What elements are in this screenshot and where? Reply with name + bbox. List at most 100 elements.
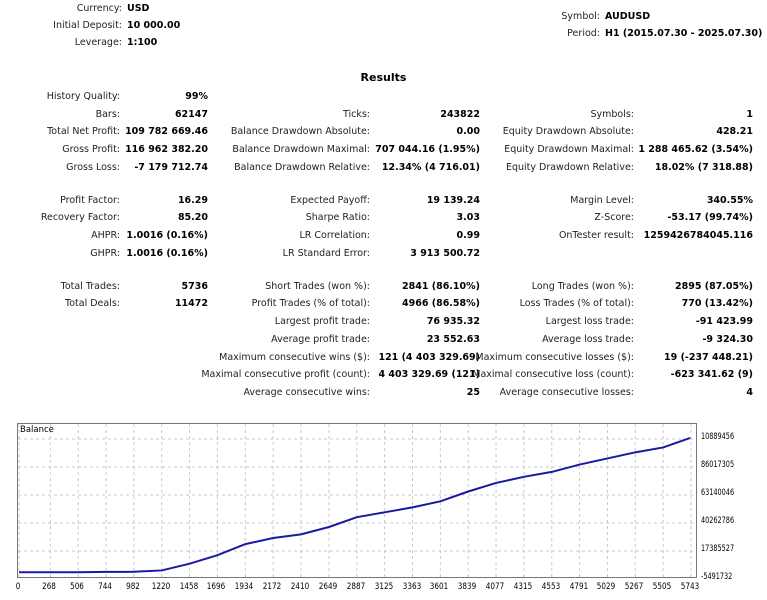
x-tick-label: 1220 (151, 582, 170, 592)
stat-value: 11472 (174, 298, 208, 309)
y-tick-label: 10889456 (701, 432, 735, 442)
stat-label: GHPR: (90, 248, 120, 259)
stat-label: Maximal consecutive profit (count): (201, 369, 370, 380)
x-tick-label: 4315 (513, 582, 533, 592)
header-label: Initial Deposit: (53, 20, 122, 31)
stat-value: -53.17 (99.74%) (667, 212, 753, 223)
stat-value: 340.55% (706, 195, 753, 206)
stat-value: 4 (746, 387, 753, 398)
stat-value: 23 552.63 (426, 334, 480, 345)
stat-value: 85.20 (177, 212, 208, 223)
stat-label: LR Standard Error: (282, 248, 370, 259)
stat-value: 0.99 (456, 230, 480, 241)
balance-line (19, 436, 691, 574)
header-label: Currency: (76, 3, 122, 14)
stat-label: Recovery Factor: (40, 212, 120, 223)
stat-value: 2895 (87.05%) (675, 281, 753, 292)
stat-label: Largest profit trade: (274, 316, 370, 327)
x-tick-label: 2172 (262, 582, 282, 592)
stat-value: -91 423.99 (695, 316, 753, 327)
stat-label: Loss Trades (% of total): (519, 298, 634, 309)
stat-value: 121 (4 403 329.69) (378, 352, 480, 363)
x-tick-label: 0 (15, 582, 21, 592)
stat-label: Profit Factor: (60, 195, 120, 206)
stat-label: Bars: (95, 109, 120, 120)
stat-label: Balance Drawdown Relative: (234, 162, 370, 173)
stat-label: Average consecutive wins: (243, 387, 370, 398)
x-tick-label: 5029 (597, 582, 616, 592)
stat-value: 5736 (181, 281, 208, 292)
stat-label: Maximum consecutive wins ($): (219, 352, 370, 363)
stat-label: LR Correlation: (299, 230, 371, 241)
stat-label: AHPR: (91, 230, 120, 241)
stat-value: 1.0016 (0.16%) (126, 230, 208, 241)
stat-value: 1.0016 (0.16%) (126, 248, 208, 259)
stat-label: Long Trades (won %): (531, 281, 634, 292)
stat-value: 99% (185, 91, 208, 102)
stat-value: 1 288 465.62 (3.54%) (638, 144, 753, 155)
x-tick-label: 268 (42, 582, 57, 592)
x-tick-label: 4791 (569, 582, 588, 592)
x-tick-label: 4553 (541, 582, 560, 592)
stat-label: Profit Trades (% of total): (251, 298, 370, 309)
header-value: USD (127, 3, 150, 14)
results-title: Results (360, 71, 407, 84)
stat-label: Sharpe Ratio: (305, 212, 370, 223)
stat-label: Expected Payoff: (290, 195, 370, 206)
balance-chart: Balance (17, 423, 697, 578)
y-tick-label: 40262786 (701, 516, 735, 526)
stat-label: Gross Profit: (62, 144, 120, 155)
stat-value: 1 (746, 109, 753, 120)
y-tick-label: 63140046 (701, 488, 735, 498)
x-tick-label: 506 (70, 582, 85, 592)
x-tick-label: 1458 (179, 582, 198, 592)
stat-value: 16.29 (177, 195, 208, 206)
stat-label: Short Trades (won %): (265, 281, 370, 292)
stat-value: 770 (13.42%) (681, 298, 753, 309)
y-tick-label: 86017305 (701, 460, 735, 470)
x-tick-label: 5505 (652, 582, 672, 592)
header-label: Symbol: (561, 11, 600, 22)
stat-label: Balance Drawdown Maximal: (232, 144, 370, 155)
x-tick-label: 3839 (458, 582, 477, 592)
stat-label: Equity Drawdown Maximal: (504, 144, 634, 155)
stat-value: -7 179 712.74 (134, 162, 208, 173)
stat-value: 25 (466, 387, 480, 398)
stat-label: Equity Drawdown Relative: (505, 162, 634, 173)
stat-label: Total Net Profit: (47, 126, 120, 137)
x-tick-label: 1934 (235, 582, 254, 592)
stat-label: Symbols: (590, 109, 634, 120)
stat-label: OnTester result: (558, 230, 634, 241)
stat-value: 109 782 669.46 (125, 126, 208, 137)
header-value: AUDUSD (605, 11, 651, 22)
header-label: Period: (567, 28, 600, 39)
stat-label: Gross Loss: (66, 162, 120, 173)
chart-plot (18, 424, 696, 577)
stat-value: 3.03 (456, 212, 480, 223)
stat-label: Equity Drawdown Absolute: (502, 126, 634, 137)
stat-value: 3 913 500.72 (410, 248, 480, 259)
stat-value: 4 403 329.69 (121) (378, 369, 480, 380)
x-tick-label: 2649 (318, 582, 338, 592)
x-tick-label: 982 (125, 582, 140, 592)
stat-label: Average profit trade: (271, 334, 370, 345)
stat-value: -9 324.30 (702, 334, 753, 345)
stat-value: 0.00 (456, 126, 480, 137)
x-tick-label: 2410 (290, 582, 310, 592)
chart-title: Balance (20, 425, 54, 435)
stat-value: 116 962 382.20 (125, 144, 208, 155)
stat-value: -623 341.62 (9) (670, 369, 753, 380)
stat-label: Z-Score: (594, 212, 634, 223)
stat-label: Maximum consecutive losses ($): (475, 352, 634, 363)
stat-label: Average loss trade: (542, 334, 634, 345)
stat-label: Maximal consecutive loss (count): (472, 369, 634, 380)
stat-value: 12.34% (4 716.01) (381, 162, 480, 173)
stat-label: Total Deals: (65, 298, 120, 309)
stat-value: 1259426784045.116 (643, 230, 753, 241)
x-tick-label: 4077 (485, 582, 505, 592)
header-label: Leverage: (74, 37, 122, 48)
stat-value: 18.02% (7 318.88) (654, 162, 753, 173)
stat-label: History Quality: (46, 91, 120, 102)
stat-value: 243822 (440, 109, 480, 120)
x-tick-label: 2887 (346, 582, 366, 592)
